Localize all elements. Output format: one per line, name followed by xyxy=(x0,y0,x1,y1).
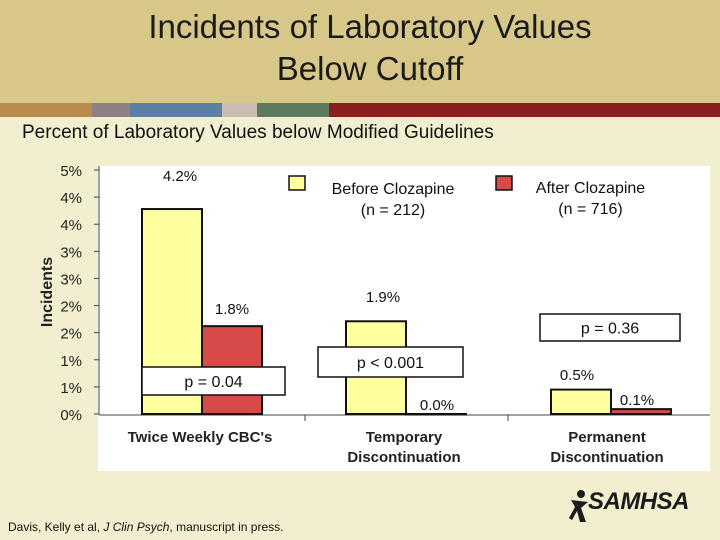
legend-after-line1: After Clozapine xyxy=(535,180,646,197)
p-value-box xyxy=(317,346,464,378)
legend-after-swatch xyxy=(495,175,513,191)
stripe-segment xyxy=(222,103,257,117)
logo-text: SAMHSA xyxy=(588,488,690,515)
bar-after xyxy=(610,408,672,415)
value-label: 0.0% xyxy=(420,397,454,414)
p-value-box xyxy=(141,366,286,396)
slide-subtitle: Percent of Laboratory Values below Modif… xyxy=(22,122,494,143)
x-category-label: Discontinuation xyxy=(347,449,460,466)
citation-prefix: Davis, Kelly et al, xyxy=(8,520,104,534)
bar-after xyxy=(405,413,467,416)
x-category-label: Discontinuation xyxy=(550,449,663,466)
stripe-segment xyxy=(130,103,222,117)
y-tick-label: 3% xyxy=(60,271,82,288)
stripe-segment xyxy=(257,103,329,117)
bar-before xyxy=(550,388,612,416)
y-tick-label: 4% xyxy=(60,190,82,207)
y-tick-label: 2% xyxy=(60,299,82,316)
y-tick-label: 4% xyxy=(60,217,82,234)
y-tick-label: 1% xyxy=(60,380,82,397)
x-category-label: Twice Weekly CBC's xyxy=(128,429,273,446)
value-label: 1.9% xyxy=(366,289,400,306)
x-category-label: Permanent xyxy=(568,429,646,446)
value-label: 1.8% xyxy=(215,301,249,318)
title-line-1: Incidents of Laboratory Values xyxy=(148,8,592,45)
y-tick-label: 5% xyxy=(60,163,82,180)
citation-suffix: , manuscript in press. xyxy=(169,520,284,534)
legend-before-line2: (n = 212) xyxy=(360,202,426,219)
title-bar xyxy=(0,0,720,103)
value-label: 4.2% xyxy=(163,168,197,185)
slide-title: Incidents of Laboratory Values Below Cut… xyxy=(0,6,720,90)
person-icon xyxy=(569,490,588,522)
citation-journal: J Clin Psych xyxy=(103,520,170,534)
stripe-segment xyxy=(329,103,720,117)
legend-after-label: After Clozapine (n = 716) xyxy=(508,178,673,220)
y-axis-title: Incidents xyxy=(39,257,56,327)
title-line-2: Below Cutoff xyxy=(276,50,464,87)
p-value-box xyxy=(539,313,681,342)
samhsa-logo: SAMHSA xyxy=(568,488,698,524)
y-tick-label: 2% xyxy=(60,326,82,343)
citation: Davis, Kelly et al, J Clin Psych, manusc… xyxy=(8,520,283,534)
value-label: 0.1% xyxy=(620,392,654,409)
legend-before-line1: Before Clozapine xyxy=(331,181,455,198)
p-value-label: p < 0.001 xyxy=(357,355,424,372)
p-value-label: p = 0.36 xyxy=(581,321,639,338)
p-value-label: p = 0.04 xyxy=(184,374,242,391)
legend-after-line2: (n = 716) xyxy=(558,201,623,218)
y-tick-label: 1% xyxy=(60,353,82,370)
value-label: 0.5% xyxy=(560,367,594,384)
stripe-segment xyxy=(92,103,130,117)
color-stripe xyxy=(0,103,720,117)
legend-before-label: Before Clozapine (n = 212) xyxy=(308,179,478,221)
x-category-label: Temporary xyxy=(366,429,443,446)
y-tick-label: 3% xyxy=(60,244,82,261)
stripe-segment xyxy=(0,103,92,117)
legend-before-swatch xyxy=(288,175,306,191)
y-tick-label: 0% xyxy=(60,407,82,424)
